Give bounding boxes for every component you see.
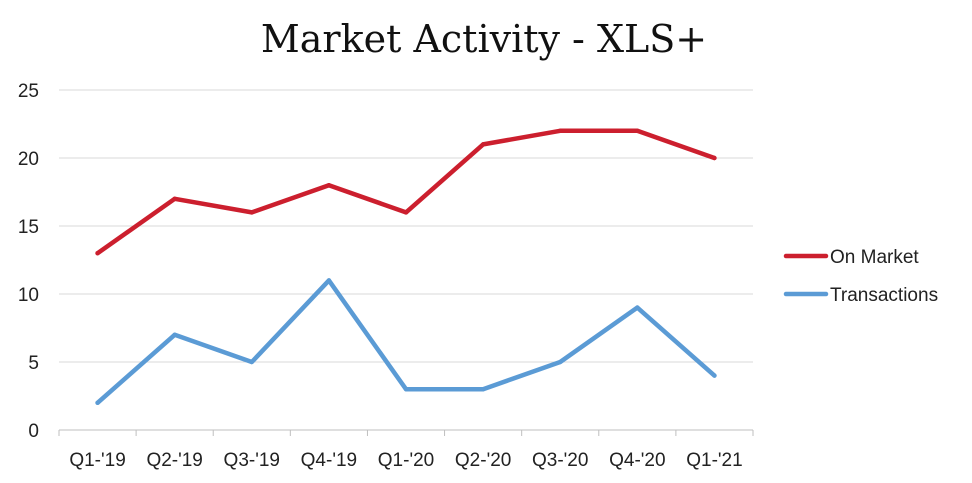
data-point <box>635 128 640 133</box>
data-point <box>712 155 717 161</box>
chart-title: Market Activity - XLS+ <box>261 17 707 61</box>
data-point <box>558 359 563 365</box>
data-point <box>403 387 409 392</box>
data-point <box>95 400 100 405</box>
data-point <box>558 128 563 133</box>
data-point <box>249 359 254 365</box>
gridlines <box>59 89 753 363</box>
data-point <box>635 305 640 310</box>
data-point <box>480 387 486 392</box>
x-tick-label: Q3-'20 <box>532 450 588 471</box>
x-tick-label: Q3-'19 <box>224 450 280 471</box>
y-axis-labels: 0 5 10 15 20 25 <box>18 81 39 442</box>
x-axis-labels: Q1-'19 Q2-'19 Q3-'19 Q4-'19 Q1-'20 Q2-'20 Q3-'… <box>69 450 742 471</box>
legend-label: Transactions <box>830 285 938 306</box>
x-tick-label: Q4-'19 <box>301 450 357 471</box>
data-point <box>326 278 332 283</box>
x-tick-label: Q1-'20 <box>378 450 434 471</box>
y-tick-label: 20 <box>18 149 39 170</box>
series-lines <box>95 128 717 406</box>
x-tick-label: Q2-'20 <box>455 450 511 471</box>
y-tick-label: 15 <box>18 217 39 238</box>
data-point <box>480 142 486 147</box>
legend-label: On Market <box>830 247 919 268</box>
data-point <box>172 196 177 201</box>
data-point <box>95 251 100 256</box>
legend: On Market Transactions <box>783 247 938 306</box>
y-tick-label: 0 <box>28 421 39 442</box>
data-point <box>403 210 409 215</box>
x-tick-label: Q1-'21 <box>686 450 742 471</box>
data-point <box>249 210 254 215</box>
y-tick-label: 25 <box>18 81 39 102</box>
y-tick-label: 5 <box>28 353 39 374</box>
series-line-transactions <box>95 278 717 406</box>
data-point <box>172 332 177 337</box>
data-point <box>712 373 717 378</box>
x-axis <box>58 429 754 436</box>
x-tick-label: Q4-'20 <box>609 450 665 471</box>
data-point <box>326 183 332 188</box>
x-tick-label: Q2-'19 <box>146 450 202 471</box>
x-tick-label: Q1-'19 <box>69 450 125 471</box>
y-tick-label: 10 <box>18 285 39 306</box>
series-line-on-market <box>95 128 717 256</box>
